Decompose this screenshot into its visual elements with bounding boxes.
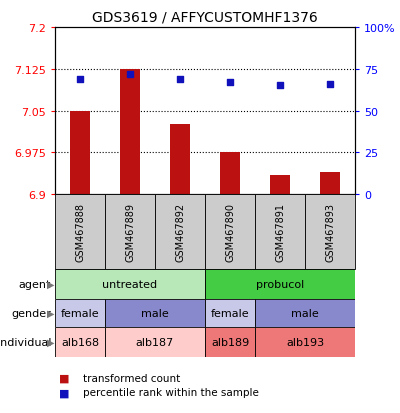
Point [227,80,233,86]
Text: ■: ■ [59,387,70,397]
Text: untreated: untreated [102,279,158,289]
Text: female: female [61,308,99,318]
Bar [55,327,105,357]
Bar [205,327,255,357]
Text: ▶: ▶ [47,308,54,318]
Bar [205,195,255,269]
Point [277,83,283,90]
Bar [55,299,105,327]
Bar [305,195,355,269]
Point [327,81,333,88]
Bar [105,299,205,327]
Text: transformed count: transformed count [83,373,180,383]
Text: male: male [141,308,169,318]
Text: GSM467892: GSM467892 [175,202,185,261]
Bar [220,153,240,195]
Bar [255,195,305,269]
Bar [205,299,255,327]
Text: alb187: alb187 [136,337,174,347]
Text: GSM467889: GSM467889 [125,202,135,261]
Text: agent: agent [19,279,51,289]
Bar [70,111,90,195]
Text: ■: ■ [59,373,70,383]
Bar [255,299,355,327]
Bar [120,69,140,195]
Point [177,76,183,83]
Point [77,76,83,83]
Text: alb189: alb189 [211,337,249,347]
Bar [105,195,155,269]
Text: GSM467888: GSM467888 [75,202,85,261]
Text: alb168: alb168 [61,337,99,347]
Bar [155,195,205,269]
Text: ▶: ▶ [47,279,54,289]
Text: female: female [211,308,249,318]
Text: individual: individual [0,337,51,347]
Text: percentile rank within the sample: percentile rank within the sample [83,387,259,397]
Bar [270,175,290,195]
Text: GSM467893: GSM467893 [325,202,335,261]
Text: GSM467890: GSM467890 [225,202,235,261]
Bar [105,327,205,357]
Text: gender: gender [11,308,51,318]
Bar [205,269,355,299]
Text: probucol: probucol [256,279,304,289]
Text: alb193: alb193 [286,337,324,347]
Bar [55,195,105,269]
Bar [170,125,190,195]
Bar [255,327,355,357]
Bar [320,172,340,195]
Point [127,71,133,78]
Text: ▶: ▶ [47,337,54,347]
Title: GDS3619 / AFFYCUSTOMHF1376: GDS3619 / AFFYCUSTOMHF1376 [92,10,318,24]
Text: male: male [291,308,319,318]
Text: GSM467891: GSM467891 [275,202,285,261]
Bar [55,269,205,299]
